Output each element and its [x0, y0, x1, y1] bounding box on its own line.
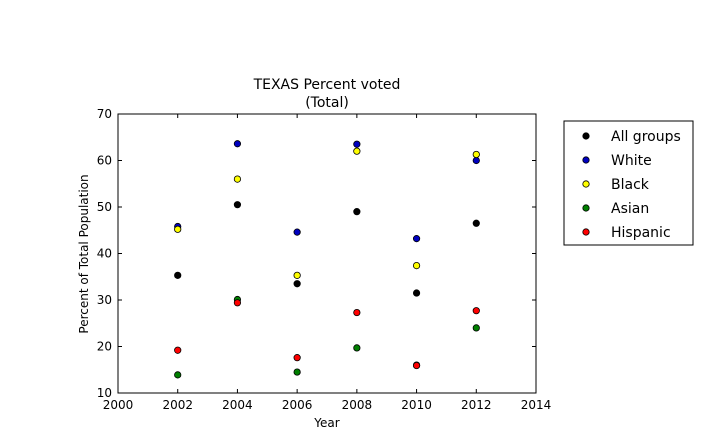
- legend-label: Hispanic: [611, 225, 671, 241]
- y-tick-label: 10: [97, 386, 112, 400]
- data-point-white: [233, 140, 242, 148]
- data-point-white: [353, 140, 361, 148]
- legend-label: Black: [611, 177, 650, 193]
- data-point-black: [233, 175, 242, 183]
- x-tick-label: 2002: [162, 398, 193, 412]
- data-point-black: [293, 271, 301, 279]
- data-point-black: [174, 225, 182, 233]
- legend-label: All groups: [611, 129, 681, 145]
- data-point-all-groups: [353, 208, 361, 216]
- data-point-asian: [472, 324, 480, 332]
- y-axis-label: Percent of Total Population: [77, 174, 91, 333]
- x-tick-label: 2014: [521, 398, 552, 412]
- data-point-all-groups: [293, 280, 301, 288]
- x-tick-label: 2008: [342, 398, 373, 412]
- x-tick-label: 2006: [282, 398, 313, 412]
- legend-marker: [582, 156, 590, 164]
- y-tick-label: 50: [97, 200, 112, 214]
- x-tick-label: 2004: [222, 398, 253, 412]
- data-point-hispanic: [353, 308, 361, 317]
- data-point-hispanic: [174, 346, 182, 354]
- y-tick-label: 20: [97, 340, 112, 354]
- x-tick-label: 2012: [461, 398, 492, 412]
- y-tick-label: 60: [97, 154, 112, 168]
- data-point-white: [412, 235, 421, 243]
- y-tick-label: 30: [97, 293, 112, 307]
- data-point-all-groups: [233, 201, 242, 209]
- data-point-black: [472, 150, 480, 159]
- y-tick-label: 70: [97, 107, 112, 121]
- x-axis-label: Year: [313, 416, 339, 430]
- data-point-asian: [293, 368, 301, 376]
- chart-title: TEXAS Percent voted: [253, 77, 401, 93]
- data-point-hispanic: [412, 361, 421, 370]
- data-point-all-groups: [412, 289, 421, 297]
- data-point-white: [293, 228, 301, 236]
- legend: All groups White Black Asian Hispanic: [563, 120, 694, 246]
- x-tick-label: 2000: [103, 398, 134, 412]
- plot-area: 2000 2002 2004 2006 2008 2010 2012 2014 10 20 30 40…: [97, 107, 552, 412]
- legend-marker: [582, 180, 590, 188]
- legend-marker: [582, 228, 590, 236]
- data-point-all-groups: [472, 219, 480, 227]
- data-point-asian: [174, 371, 182, 379]
- data-point-all-groups: [174, 271, 182, 279]
- data-point-hispanic: [472, 307, 480, 315]
- data-point-hispanic: [233, 299, 242, 307]
- legend-marker: [582, 204, 590, 212]
- data-point-black: [353, 147, 361, 155]
- y-tick-label: 40: [97, 247, 112, 261]
- data-point-black: [412, 261, 421, 270]
- legend-label: Asian: [611, 201, 649, 217]
- data-point-hispanic: [293, 354, 301, 362]
- data-point-asian: [353, 344, 361, 352]
- legend-label: White: [611, 153, 652, 169]
- chart-subtitle: (Total): [305, 95, 349, 111]
- x-tick-label: 2010: [401, 398, 432, 412]
- legend-marker: [582, 132, 590, 140]
- data-point-white: [472, 156, 480, 165]
